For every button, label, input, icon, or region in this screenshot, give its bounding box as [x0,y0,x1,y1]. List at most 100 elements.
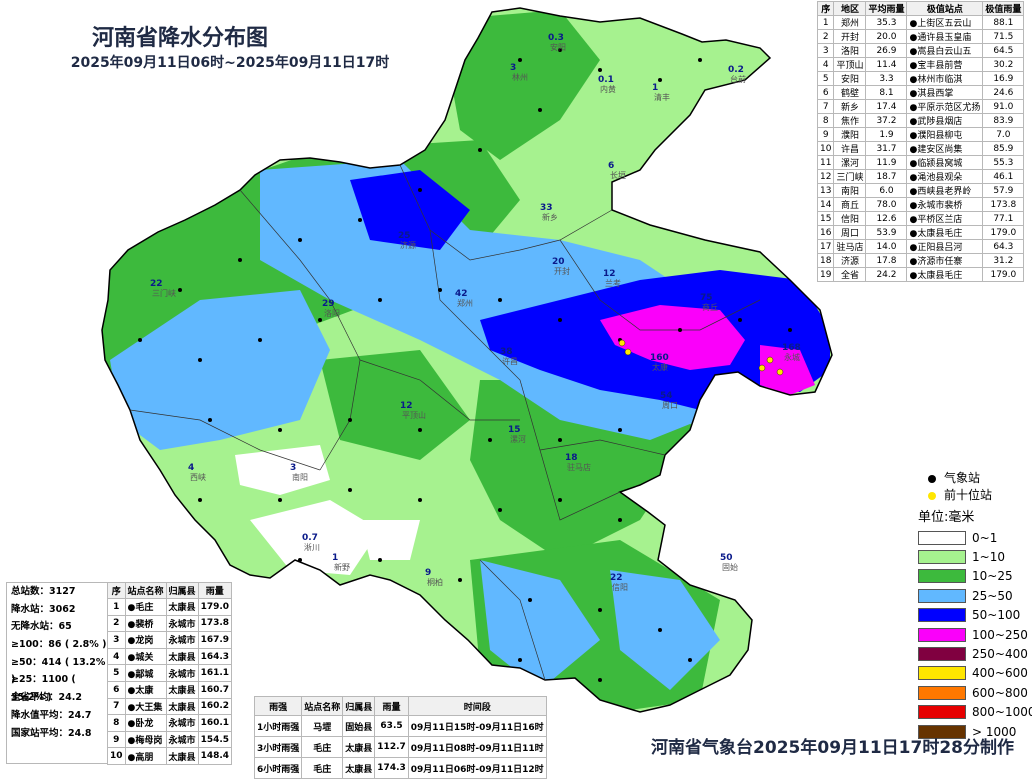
place-name: 郑州 [457,298,473,308]
table-cell: 南阳 [833,183,867,198]
table-row: 4 ●城关 太康县 164.3 [107,647,233,666]
map-subtitle: 2025年09月11日06时~2025年09月11日17时 [70,55,390,71]
place-name: 平顶山 [402,410,426,420]
column-header: 站点名称 [301,696,344,716]
table-cell: ●裴桥 [124,614,167,633]
table-row: 6小时雨强 毛庄 太康县 174.3 09月11日06时-09月11日12时 [253,757,547,779]
table-cell: ●濮阳县柳屯 [906,127,984,142]
table-cell: 3.3 [865,71,908,86]
table-cell: 85.9 [982,141,1025,156]
place-name: 固始 [722,562,738,572]
table-cell: ●淇县西掌 [906,85,984,100]
table-cell: 永城市 [165,664,199,682]
table-cell: 三门峡 [833,169,867,184]
rainfall-value: 75 [700,293,713,303]
column-header: 序 [107,582,126,599]
place-name: 长垣 [610,170,626,180]
table-cell: 53.9 [865,225,908,240]
legend-swatch [918,569,966,584]
rain-intensity-table: 雨强 站点名称 归属县 雨量 时间段 1小时雨强 马堽 固始县 63.5 09月11日15时-0… [253,696,547,779]
legend-item: 25~50 [918,586,1032,605]
place-name: 信阳 [612,582,628,592]
table-cell: 11 [816,155,835,170]
rainfall-value: 20 [552,257,565,267]
table-cell: 16.9 [982,71,1025,86]
table-cell: 71.5 [982,29,1025,44]
table-cell: 161.1 [197,664,233,682]
table-cell: ●武陟县烟店 [906,113,984,128]
table-cell: 3 [107,631,126,649]
table-cell: 1.9 [865,127,908,142]
table-cell: 6小时雨强 [253,757,303,779]
table-cell: 全省 [833,267,867,282]
table-cell: 太康县 [165,747,199,765]
table-cell: 6.0 [865,183,908,198]
table-cell: 太康县 [165,680,199,699]
table-row: 6 ●太康 太康县 160.7 [107,680,233,699]
rainfall-value: 0.3 [548,33,564,43]
table-cell: 太康县 [342,736,376,758]
table-cell: 174.3 [374,757,409,779]
table-cell: 濮阳 [833,127,867,142]
place-name: 商丘 [702,302,718,312]
rainfall-value: 1 [332,553,338,563]
map-title: 河南省降水分布图 [91,26,268,51]
place-name: 淅川 [304,542,320,552]
place-name: 清丰 [654,92,670,102]
map-station-label: 4西峡 [188,463,206,482]
map-station-label: 0.2台前 [728,65,746,84]
table-row: 3 洛阳 26.9 ●嵩县白云山五 64.5 [816,43,1025,58]
table-cell: ●建安区尚集 [906,141,984,156]
table-row: 10 ●高朋 太康县 148.4 [107,747,233,765]
table-cell: 安阳 [833,71,867,86]
legend-item: 400~600 [918,664,1032,683]
map-station-label: 6长垣 [608,161,626,180]
rainfall-value: 54 [660,391,673,401]
table-cell: 永城市 [165,631,199,649]
table-cell: 马堽 [301,715,344,737]
column-header: 极值雨量 [982,1,1025,16]
table-cell: 167.9 [197,631,233,649]
map-station-label: 1新野 [332,553,350,572]
legend-label: 25~50 [972,588,1013,603]
legend-swatch [918,627,966,642]
column-header: 归属县 [165,582,199,599]
table-cell: 64.3 [982,239,1025,254]
table-cell: 新乡 [833,99,867,114]
summary-line: 总站数：3127 [11,586,76,597]
table-cell: ●太康县毛庄 [906,225,984,240]
rainfall-value: 12 [400,401,413,411]
table-cell: 9 [107,730,126,749]
column-header: 雨量 [374,696,409,716]
summary-line: ≥50：414 ( 13.2% ) [11,656,106,686]
table-cell: 37.2 [865,113,908,128]
table-cell: 78.0 [865,197,908,212]
rainfall-value: 6 [608,161,614,171]
column-header: 站点名称 [124,582,167,599]
table-cell: 63.5 [374,715,409,737]
legend-marker: 前十位站 [918,487,1032,504]
table-cell: 8.1 [865,85,908,100]
table-row: 17 驻马店 14.0 ●正阳县吕河 64.3 [816,239,1025,254]
table-cell: 开封 [833,29,867,44]
table-cell: 1 [107,598,126,616]
table-cell: 2 [816,29,835,44]
rainfall-value: 168 [782,343,801,353]
table-cell: 148.4 [197,747,233,765]
table-cell: 64.5 [982,43,1025,58]
legend-swatch [918,666,966,681]
table-row: 1 ●毛庄 太康县 179.0 [107,598,233,616]
table-row: 10 许昌 31.7 ●建安区尚集 85.9 [816,141,1025,156]
table-cell: 17.4 [865,99,908,114]
table-cell: 永城市 [165,714,199,732]
summary-line: 无降水站：65 [11,621,72,633]
rainfall-value: 38 [500,347,513,357]
table-cell: 179.0 [982,267,1025,282]
table-cell: 17.8 [865,253,908,268]
map-station-label: 0.1内黄 [598,75,616,94]
table-row: 13 南阳 6.0 ●西峡县老界岭 57.9 [816,183,1025,198]
